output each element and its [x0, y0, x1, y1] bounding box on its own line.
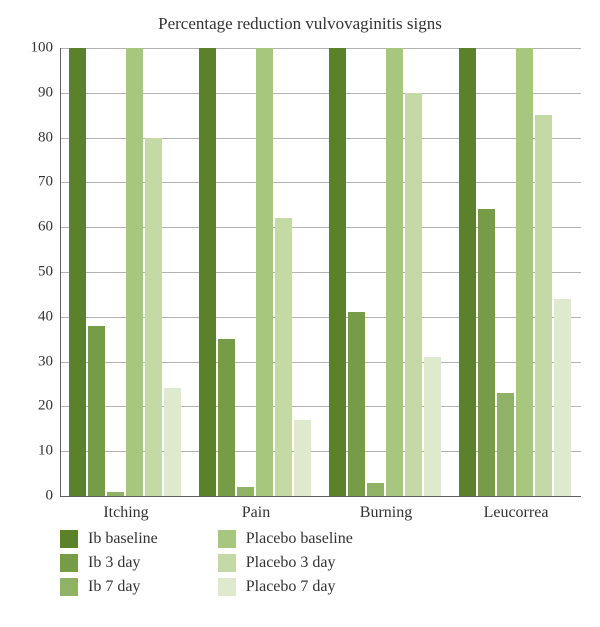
bar: [218, 339, 235, 496]
y-tick-label: 0: [13, 488, 53, 505]
bar: [294, 420, 311, 496]
legend-swatch: [218, 530, 236, 548]
y-tick-label: 30: [13, 353, 53, 370]
y-tick-label: 80: [13, 129, 53, 146]
bar: [497, 393, 514, 496]
legend-label: Placebo baseline: [246, 530, 353, 548]
y-tick-label: 60: [13, 219, 53, 236]
x-tick-label: Itching: [61, 504, 191, 522]
bars-layer: [61, 48, 581, 496]
legend-column: Ib baseline Ib 3 day Ib 7 day: [60, 530, 158, 602]
chart-frame: Percentage reduction vulvovaginitis sign…: [0, 0, 600, 627]
bar: [348, 312, 365, 496]
chart-title: Percentage reduction vulvovaginitis sign…: [0, 14, 600, 34]
y-tick-label: 70: [13, 174, 53, 191]
bar: [459, 48, 476, 496]
legend-item: Ib baseline: [60, 530, 158, 548]
legend-swatch: [218, 578, 236, 596]
y-tick-label: 20: [13, 398, 53, 415]
legend-item: Placebo 3 day: [218, 554, 353, 572]
x-tick-label: Burning: [321, 504, 451, 522]
bar: [275, 218, 292, 496]
bar: [478, 209, 495, 496]
legend-swatch: [218, 554, 236, 572]
x-tick-label: Pain: [191, 504, 321, 522]
legend-swatch: [60, 554, 78, 572]
y-tick-label: 50: [13, 264, 53, 281]
bar: [107, 492, 124, 496]
legend-label: Placebo 3 day: [246, 554, 336, 572]
bar: [535, 115, 552, 496]
y-tick-label: 40: [13, 308, 53, 325]
bar: [145, 138, 162, 496]
legend-item: Placebo baseline: [218, 530, 353, 548]
bar: [516, 48, 533, 496]
legend: Ib baseline Ib 3 day Ib 7 day Placebo basel…: [60, 530, 353, 602]
legend-item: Ib 3 day: [60, 554, 158, 572]
y-tick-label: 10: [13, 443, 53, 460]
bar: [386, 48, 403, 496]
legend-swatch: [60, 578, 78, 596]
legend-label: Ib 7 day: [88, 578, 140, 596]
bar: [126, 48, 143, 496]
bar: [329, 48, 346, 496]
bar: [424, 357, 441, 496]
bar: [164, 388, 181, 496]
bar: [69, 48, 86, 496]
legend-label: Ib 3 day: [88, 554, 140, 572]
legend-swatch: [60, 530, 78, 548]
bar: [554, 299, 571, 496]
bar: [199, 48, 216, 496]
x-tick-label: Leucorrea: [451, 504, 581, 522]
legend-label: Placebo 7 day: [246, 578, 336, 596]
legend-item: Ib 7 day: [60, 578, 158, 596]
y-tick-label: 100: [13, 40, 53, 57]
legend-item: Placebo 7 day: [218, 578, 353, 596]
bar: [237, 487, 254, 496]
bar: [367, 483, 384, 496]
plot-area: 0102030405060708090100ItchingPainBurning…: [60, 48, 581, 497]
y-tick-label: 90: [13, 84, 53, 101]
legend-column: Placebo baseline Placebo 3 day Placebo 7 d…: [218, 530, 353, 602]
bar: [256, 48, 273, 496]
bar: [88, 326, 105, 496]
bar: [405, 93, 422, 496]
legend-label: Ib baseline: [88, 530, 158, 548]
